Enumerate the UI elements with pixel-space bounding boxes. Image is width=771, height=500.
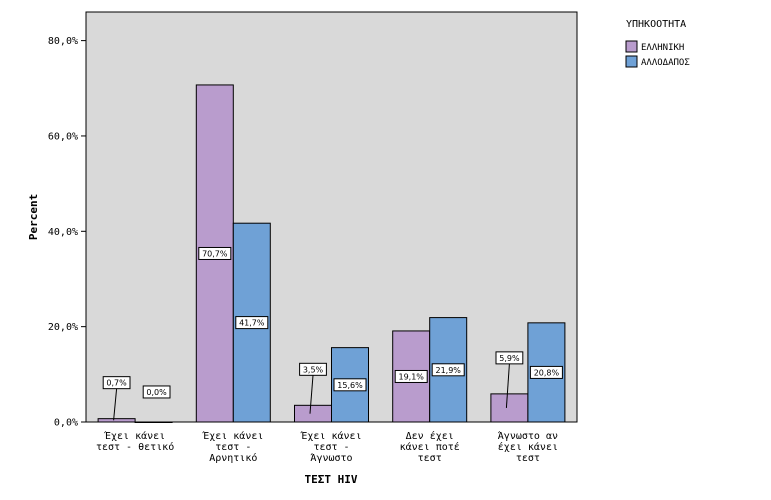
data-label-text: 0,0% — [146, 388, 167, 397]
data-labels: 0,7% 0,0% 70,7% 41,7% 3,5% 15,6% 19,1% 21,9% 5,9… — [102, 246, 563, 421]
y-axis: 0,0% 20,0% 40,0% 60,0% 80,0% — [48, 36, 86, 429]
x-tick-label: τεστ - — [313, 442, 349, 453]
y-tick-label: 0,0% — [54, 418, 78, 429]
legend-swatch — [625, 40, 638, 53]
x-tick-label: Αρνητικό — [209, 452, 257, 464]
data-label: 15,6% — [333, 378, 367, 392]
x-tick-label: κάνει ποτέ — [400, 441, 460, 453]
x-axis-title: ΤΕΣΤ HIV — [305, 473, 358, 486]
x-tick-label: Άγνωστο — [310, 452, 352, 464]
x-tick-label: Έχει κάνει — [201, 430, 263, 442]
legend-swatch — [625, 55, 638, 68]
data-label: 41,7% — [235, 316, 269, 330]
data-label-text: 70,7% — [202, 249, 228, 258]
data-label-leader — [309, 375, 314, 414]
y-tick-label: 40,0% — [48, 227, 78, 238]
data-label-box — [333, 378, 367, 392]
y-tick-label: 60,0% — [48, 131, 78, 142]
x-tick-label: Άγνωστο αν — [498, 430, 558, 442]
x-tick-label: Έχει κάνει — [103, 430, 165, 442]
data-label: 19,1% — [394, 369, 428, 383]
bar — [490, 393, 529, 423]
legend-label: ΕΛΛΗΝΙΚΗ — [641, 43, 684, 53]
data-label: 3,5% — [299, 362, 327, 414]
bar — [97, 418, 136, 423]
data-label-text: 21,9% — [435, 366, 461, 375]
data-label-text: 5,9% — [499, 354, 520, 363]
data-label: 5,9% — [495, 351, 524, 408]
data-label-box — [198, 246, 232, 260]
x-tick-label: τεστ — [418, 453, 442, 464]
x-tick-label: Δεν έχει — [406, 430, 454, 442]
y-tick-label: 20,0% — [48, 322, 78, 333]
data-label-text: 20,8% — [534, 368, 560, 377]
data-label: 0,7% — [102, 376, 131, 421]
x-tick-label: τεστ - θετικό — [96, 441, 174, 453]
data-label-leader — [113, 388, 118, 421]
data-label-box — [299, 362, 327, 376]
bar — [294, 404, 332, 423]
x-tick-label: τεστ — [516, 453, 540, 464]
data-label-text: 41,7% — [239, 319, 265, 328]
data-label-box — [102, 376, 131, 390]
legend: ΥΠΗΚΟΟΤΗΤΑ ΕΛΛΗΝΙΚΗ ΑΛΛΟΔΑΠΟΣ — [625, 19, 690, 68]
x-tick-label: έχει κάνει — [498, 441, 558, 453]
x-tick-label: τεστ - — [215, 442, 251, 453]
data-label-text: 3,5% — [303, 365, 324, 374]
data-label-box — [529, 365, 563, 379]
y-axis-title: Percent — [27, 194, 40, 240]
data-label-leader — [505, 363, 510, 408]
data-label: 70,7% — [198, 246, 232, 260]
data-label-text: 19,1% — [398, 372, 424, 381]
y-tick-label: 80,0% — [48, 36, 78, 47]
legend-items: ΕΛΛΗΝΙΚΗ ΑΛΛΟΔΑΠΟΣ — [625, 40, 690, 68]
legend-title: ΥΠΗΚΟΟΤΗΤΑ — [626, 19, 686, 30]
data-label-text: 15,6% — [337, 381, 363, 390]
data-label: 20,8% — [529, 365, 563, 379]
data-label-box — [495, 351, 524, 365]
x-tick-label: Έχει κάνει — [299, 430, 361, 442]
bar — [134, 421, 173, 423]
legend-label: ΑΛΛΟΔΑΠΟΣ — [641, 58, 690, 68]
data-label-box — [431, 363, 465, 377]
data-label: 21,9% — [431, 363, 465, 377]
data-label-box — [394, 369, 428, 383]
data-label-box — [142, 385, 171, 399]
data-label: 0,0% — [142, 385, 171, 399]
data-label-box — [235, 316, 269, 330]
data-label-text: 0,7% — [106, 379, 127, 388]
